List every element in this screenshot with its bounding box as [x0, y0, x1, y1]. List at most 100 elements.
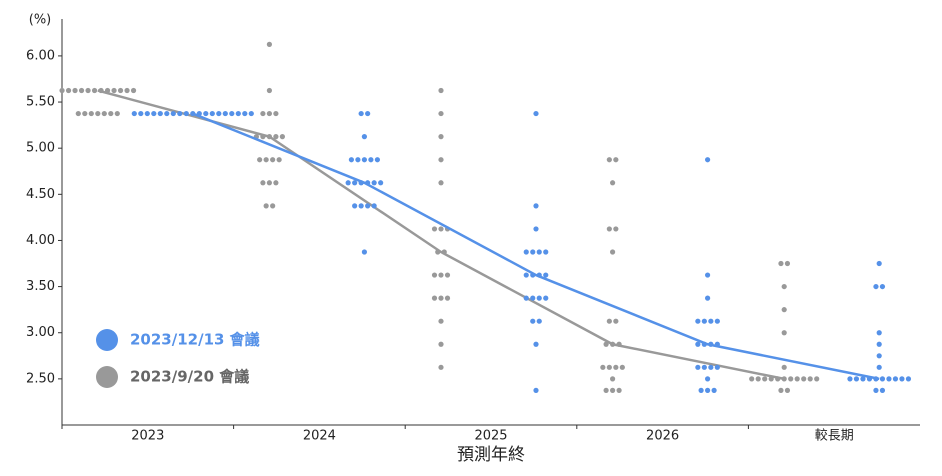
dot [781, 283, 787, 290]
dot [847, 376, 853, 382]
dot [266, 110, 272, 117]
dot [873, 283, 879, 290]
dot [899, 376, 905, 382]
dot [530, 318, 536, 324]
legend-label: 2023/9/20 會議 [130, 368, 249, 386]
dot [270, 203, 276, 209]
dot [606, 364, 612, 370]
dot [784, 260, 791, 267]
dot [860, 376, 866, 382]
dot [438, 87, 444, 94]
dot [536, 318, 542, 324]
dot [361, 157, 367, 163]
dot [600, 364, 606, 370]
x-tick-label: 2026 [646, 429, 679, 444]
x-tick-label: 2025 [474, 429, 507, 444]
dot [533, 226, 539, 232]
dot [101, 110, 107, 117]
dot [59, 87, 65, 94]
dot [438, 157, 444, 163]
dot [266, 41, 272, 47]
legend-marker [96, 329, 118, 351]
dot [876, 353, 882, 359]
dot [95, 110, 101, 117]
dot [368, 157, 374, 163]
dot [88, 110, 94, 117]
dot [431, 295, 438, 301]
dot [610, 249, 616, 255]
dot [361, 249, 367, 255]
dot [374, 157, 380, 163]
dot [209, 110, 215, 117]
dot [164, 110, 170, 117]
x-tick-label: 2024 [303, 429, 336, 444]
dot [270, 157, 276, 163]
dot [263, 203, 269, 209]
dot [124, 87, 130, 94]
median-line [192, 112, 880, 381]
dot [781, 330, 787, 336]
dot [114, 110, 120, 117]
dot [533, 110, 539, 117]
dot [613, 226, 619, 232]
dot [222, 110, 228, 117]
dot [203, 110, 209, 117]
dot [698, 387, 704, 393]
dot [705, 295, 711, 301]
dot [879, 376, 886, 382]
y-tick-label: 4.50 [26, 187, 55, 202]
dot [438, 226, 444, 232]
dot [613, 364, 619, 370]
dot [365, 203, 371, 209]
dot [879, 387, 886, 393]
legend-marker [96, 366, 118, 388]
dot [876, 260, 882, 267]
dot [814, 376, 820, 382]
dot [438, 364, 444, 370]
y-tick-label: 3.00 [26, 325, 55, 340]
dot [138, 110, 144, 117]
dot [65, 87, 72, 94]
x-axis-label: 預測年終 [457, 445, 525, 465]
dot [358, 110, 364, 117]
dot [705, 272, 711, 278]
dot [788, 376, 794, 382]
dot [348, 157, 354, 163]
dot [705, 157, 711, 163]
dot [108, 110, 114, 117]
dot [263, 157, 269, 163]
dot [157, 110, 163, 117]
dot [248, 110, 254, 117]
dot [543, 272, 549, 278]
dot [543, 249, 549, 255]
dot [695, 318, 701, 324]
dot [170, 110, 176, 117]
dot [606, 226, 612, 232]
dot [78, 87, 85, 94]
dot [695, 364, 701, 370]
dot [873, 387, 879, 393]
dot [273, 180, 279, 186]
y-tick-label: 4.00 [26, 233, 55, 248]
dot [610, 387, 616, 393]
dot [523, 272, 529, 278]
dot [603, 387, 609, 393]
dot [807, 376, 813, 382]
dot [352, 180, 358, 186]
y-tick-label: 5.50 [26, 95, 55, 110]
dot [536, 295, 542, 301]
dot [85, 87, 91, 94]
dot [778, 387, 784, 393]
dot [619, 364, 625, 370]
dot [892, 376, 899, 382]
y-tick-label: 5.00 [26, 141, 55, 156]
dot [714, 318, 720, 324]
dot [755, 376, 761, 382]
dot [257, 157, 263, 163]
dot [708, 364, 714, 370]
dot [879, 283, 886, 290]
dot [603, 341, 609, 347]
dot [853, 376, 860, 382]
dot [438, 110, 444, 117]
dot [533, 341, 539, 347]
